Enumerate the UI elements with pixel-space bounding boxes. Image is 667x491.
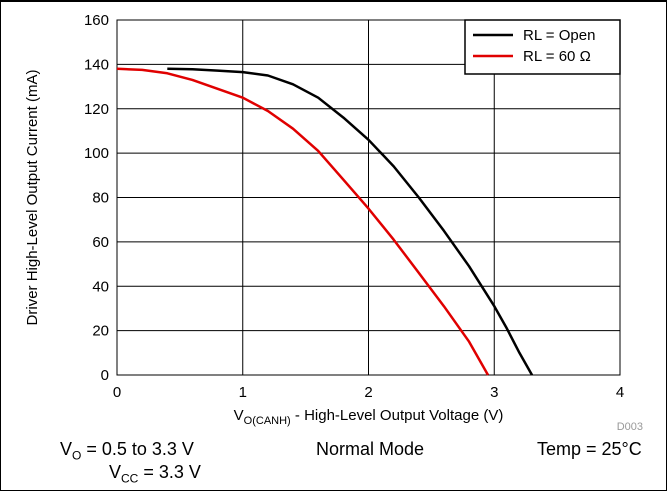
vcc-subscript: CC <box>121 471 139 486</box>
x-tick-label: 1 <box>239 384 247 401</box>
y-tick-label: 40 <box>92 278 109 295</box>
vo-symbol: V <box>60 439 73 459</box>
y-tick-label: 140 <box>84 56 109 73</box>
x-tick-label: 2 <box>364 384 372 401</box>
figure-code: D003 <box>617 421 643 433</box>
condition-temp: Temp = 25°C <box>537 439 642 459</box>
vcc-text: = 3.3 V <box>138 462 201 482</box>
x-tick-label: 0 <box>113 384 121 401</box>
plot-area <box>116 19 621 376</box>
vo-subscript: O <box>72 448 82 463</box>
legend-label: RL = Open <box>523 27 595 44</box>
x-tick-labels: 0 1 2 3 4 <box>113 384 624 401</box>
y-tick-label: 120 <box>84 101 109 118</box>
y-tick-label: 80 <box>92 190 109 207</box>
legend-label: RL = 60 Ω <box>523 48 591 65</box>
series-line <box>167 67 534 376</box>
x-tick-label: 4 <box>616 384 624 401</box>
y-tick-label: 160 <box>84 12 109 29</box>
y-tick-label: 0 <box>101 367 109 384</box>
vcc-symbol: V <box>109 462 122 482</box>
x-axis-title-symbol: V <box>234 407 244 424</box>
condition-mode: Normal Mode <box>316 439 425 459</box>
y-tick-label: 20 <box>92 323 109 340</box>
y-tick-label: 100 <box>84 145 109 162</box>
y-tick-label: 60 <box>92 234 109 251</box>
y-tick-labels: 0 20 40 60 80 100 120 140 160 <box>84 12 109 384</box>
x-axis-title-subscript: O(CANH) <box>244 415 291 427</box>
condition-vcc: VCC = 3.3 V <box>109 462 201 486</box>
legend-box <box>464 19 621 75</box>
x-tick-label: 3 <box>490 384 498 401</box>
legend: RL = Open RL = 60 Ω <box>464 19 621 75</box>
x-axis-title-text: - High-Level Output Voltage (V) <box>291 407 504 424</box>
condition-vo: VO = 0.5 to 3.3 V <box>60 439 194 463</box>
y-axis-title: Driver High-Level Output Current (mA) <box>24 70 41 326</box>
x-axis-title: VO(CANH) - High-Level Output Voltage (V) <box>234 407 504 427</box>
vo-text: = 0.5 to 3.3 V <box>81 439 194 459</box>
series-line <box>116 67 490 376</box>
series-lines <box>116 67 534 376</box>
